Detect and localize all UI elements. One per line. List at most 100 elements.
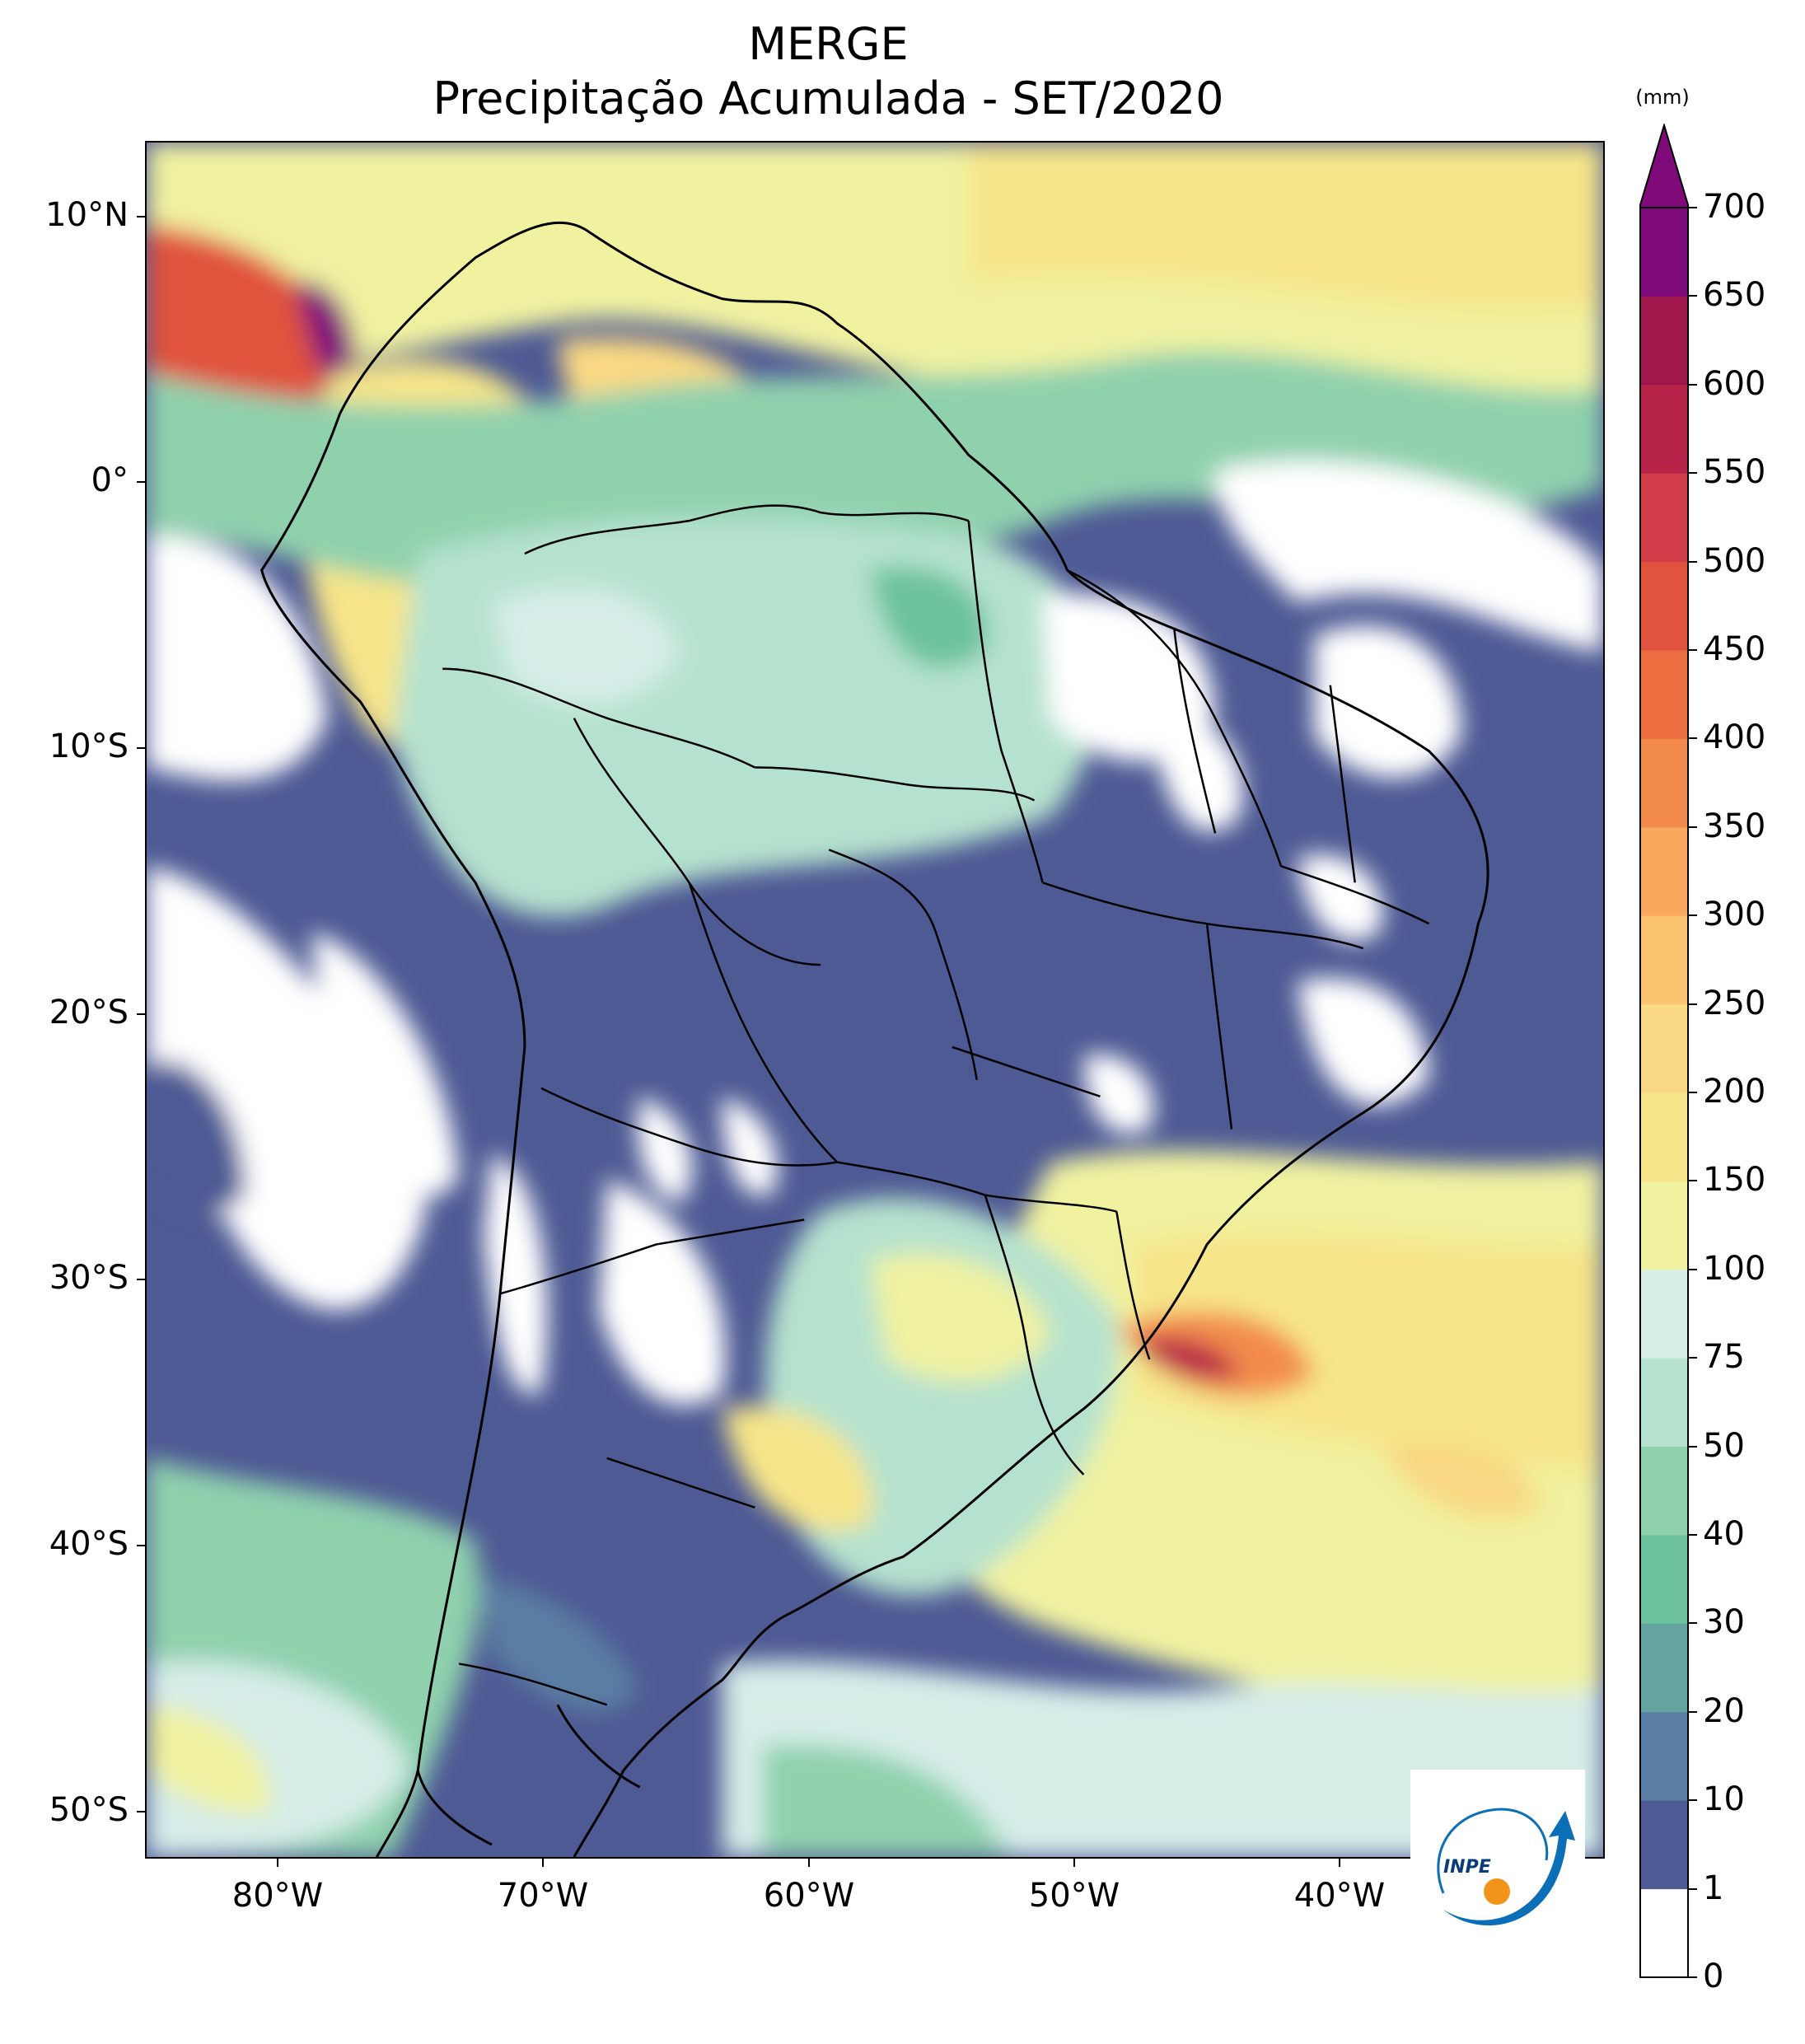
map-svg	[147, 143, 1603, 1857]
colorbar-bin	[1639, 1003, 1689, 1093]
colorbar-tick	[1689, 1534, 1697, 1536]
coastlines	[260, 221, 1489, 1857]
colorbar-bin	[1639, 1358, 1689, 1448]
lat-label: 0°	[91, 461, 129, 499]
colorbar-bin	[1639, 826, 1689, 916]
title-main: MERGE	[748, 18, 909, 70]
lon-label: 70°W	[497, 1877, 589, 1915]
colorbar-unit: (mm)	[1635, 86, 1690, 109]
colorbar-tick	[1689, 295, 1697, 297]
colorbar-bin	[1639, 1800, 1689, 1890]
colorbar-tick	[1689, 1976, 1697, 1978]
colorbar-level-label: 1	[1703, 1869, 1724, 1907]
colorbar-level-label: 400	[1703, 718, 1766, 757]
colorbar-level-label: 700	[1703, 188, 1766, 226]
lon-tick	[542, 1859, 544, 1867]
colorbar-tick	[1689, 207, 1697, 208]
colorbar-level-label: 300	[1703, 896, 1766, 934]
precipitation-map	[145, 141, 1605, 1859]
colorbar-outline	[1639, 207, 1689, 1978]
lon-label: 40°W	[1293, 1877, 1386, 1915]
precip-field	[147, 143, 1603, 1857]
colorbar-tick	[1689, 383, 1697, 386]
colorbar-level-label: 500	[1703, 541, 1766, 580]
colorbar-level-label: 30	[1703, 1603, 1745, 1642]
colorbar-bin	[1639, 1535, 1689, 1624]
lat-label: 30°S	[49, 1259, 129, 1297]
lat-tick	[137, 1811, 145, 1812]
colorbar-level-label: 20	[1703, 1691, 1745, 1730]
lat-label: 20°S	[49, 994, 129, 1031]
colorbar-bin	[1639, 738, 1689, 828]
inpe-logo-text: INPE	[1443, 1857, 1491, 1878]
colorbar-bin	[1639, 561, 1689, 651]
colorbar-tick	[1689, 560, 1697, 563]
colorbar-tick	[1689, 737, 1697, 740]
colorbar-bin	[1639, 296, 1689, 386]
colorbar-bin	[1639, 915, 1689, 1005]
colorbar-bin	[1639, 1446, 1689, 1536]
title-subtitle: Precipitação Acumulada - SET/2020	[433, 72, 1224, 124]
colorbar-bin	[1639, 1181, 1689, 1270]
colorbar-bin	[1639, 384, 1689, 474]
colorbar-level-label: 50	[1703, 1426, 1745, 1465]
lon-tick	[1073, 1859, 1075, 1867]
colorbar-tick	[1689, 472, 1697, 475]
lon-tick	[277, 1859, 278, 1867]
lon-tick	[1339, 1859, 1340, 1867]
colorbar-level-label: 350	[1703, 807, 1766, 845]
colorbar-tick	[1689, 1710, 1697, 1713]
lat-label: 10°S	[49, 727, 129, 765]
colorbar-extend-arrow	[1639, 124, 1689, 208]
lon-label: 80°W	[231, 1877, 324, 1915]
colorbar-level-label: 40	[1703, 1515, 1745, 1553]
colorbar-tick	[1689, 1622, 1697, 1625]
colorbar-level-label: 450	[1703, 630, 1766, 668]
colorbar-bin	[1639, 1269, 1689, 1359]
colorbar-tick	[1689, 1887, 1697, 1890]
colorbar-bin	[1639, 1711, 1689, 1801]
colorbar	[1639, 124, 1689, 1978]
colorbar-bin	[1639, 1623, 1689, 1713]
lat-tick	[137, 1279, 145, 1280]
colorbar-bin	[1639, 208, 1689, 297]
lat-label: 10°N	[45, 196, 129, 234]
colorbar-level-label: 0	[1703, 1957, 1724, 1995]
colorbar-tick	[1689, 1268, 1697, 1270]
colorbar-level-label: 100	[1703, 1249, 1766, 1288]
colorbar-bin	[1639, 1888, 1689, 1978]
lat-tick	[137, 481, 145, 483]
inpe-logo: INPE	[1410, 1770, 1585, 1944]
colorbar-level-label: 75	[1703, 1338, 1745, 1377]
colorbar-tick	[1689, 1003, 1697, 1005]
lat-label: 50°S	[49, 1791, 129, 1829]
lon-label: 60°W	[763, 1877, 855, 1915]
lat-tick	[137, 1013, 145, 1015]
lat-tick	[137, 747, 145, 749]
colorbar-tick	[1689, 649, 1697, 651]
political-borders	[442, 504, 1430, 1706]
colorbar-level-label: 10	[1703, 1780, 1745, 1819]
colorbar-bin	[1639, 473, 1689, 563]
colorbar-tick	[1689, 1092, 1697, 1093]
colorbar-tick	[1689, 1799, 1697, 1802]
colorbar-tick	[1689, 914, 1697, 917]
colorbar-level-label: 150	[1703, 1161, 1766, 1200]
colorbar-bin	[1639, 1092, 1689, 1181]
colorbar-level-label: 550	[1703, 453, 1766, 492]
lat-label: 40°S	[49, 1525, 129, 1563]
lat-tick	[137, 1545, 145, 1546]
lon-label: 50°W	[1028, 1877, 1120, 1915]
colorbar-level-label: 600	[1703, 364, 1766, 403]
inpe-logo-graphic: INPE	[1437, 1808, 1575, 1926]
lon-tick	[808, 1859, 810, 1867]
colorbar-level-label: 650	[1703, 276, 1766, 315]
colorbar-bin	[1639, 650, 1689, 739]
colorbar-tick	[1689, 826, 1697, 828]
colorbar-tick	[1689, 1445, 1697, 1448]
colorbar-level-label: 250	[1703, 984, 1766, 1022]
lat-tick	[137, 216, 145, 217]
colorbar-tick	[1689, 1357, 1697, 1359]
colorbar-tick	[1689, 1180, 1697, 1182]
colorbar-level-label: 200	[1703, 1073, 1766, 1111]
